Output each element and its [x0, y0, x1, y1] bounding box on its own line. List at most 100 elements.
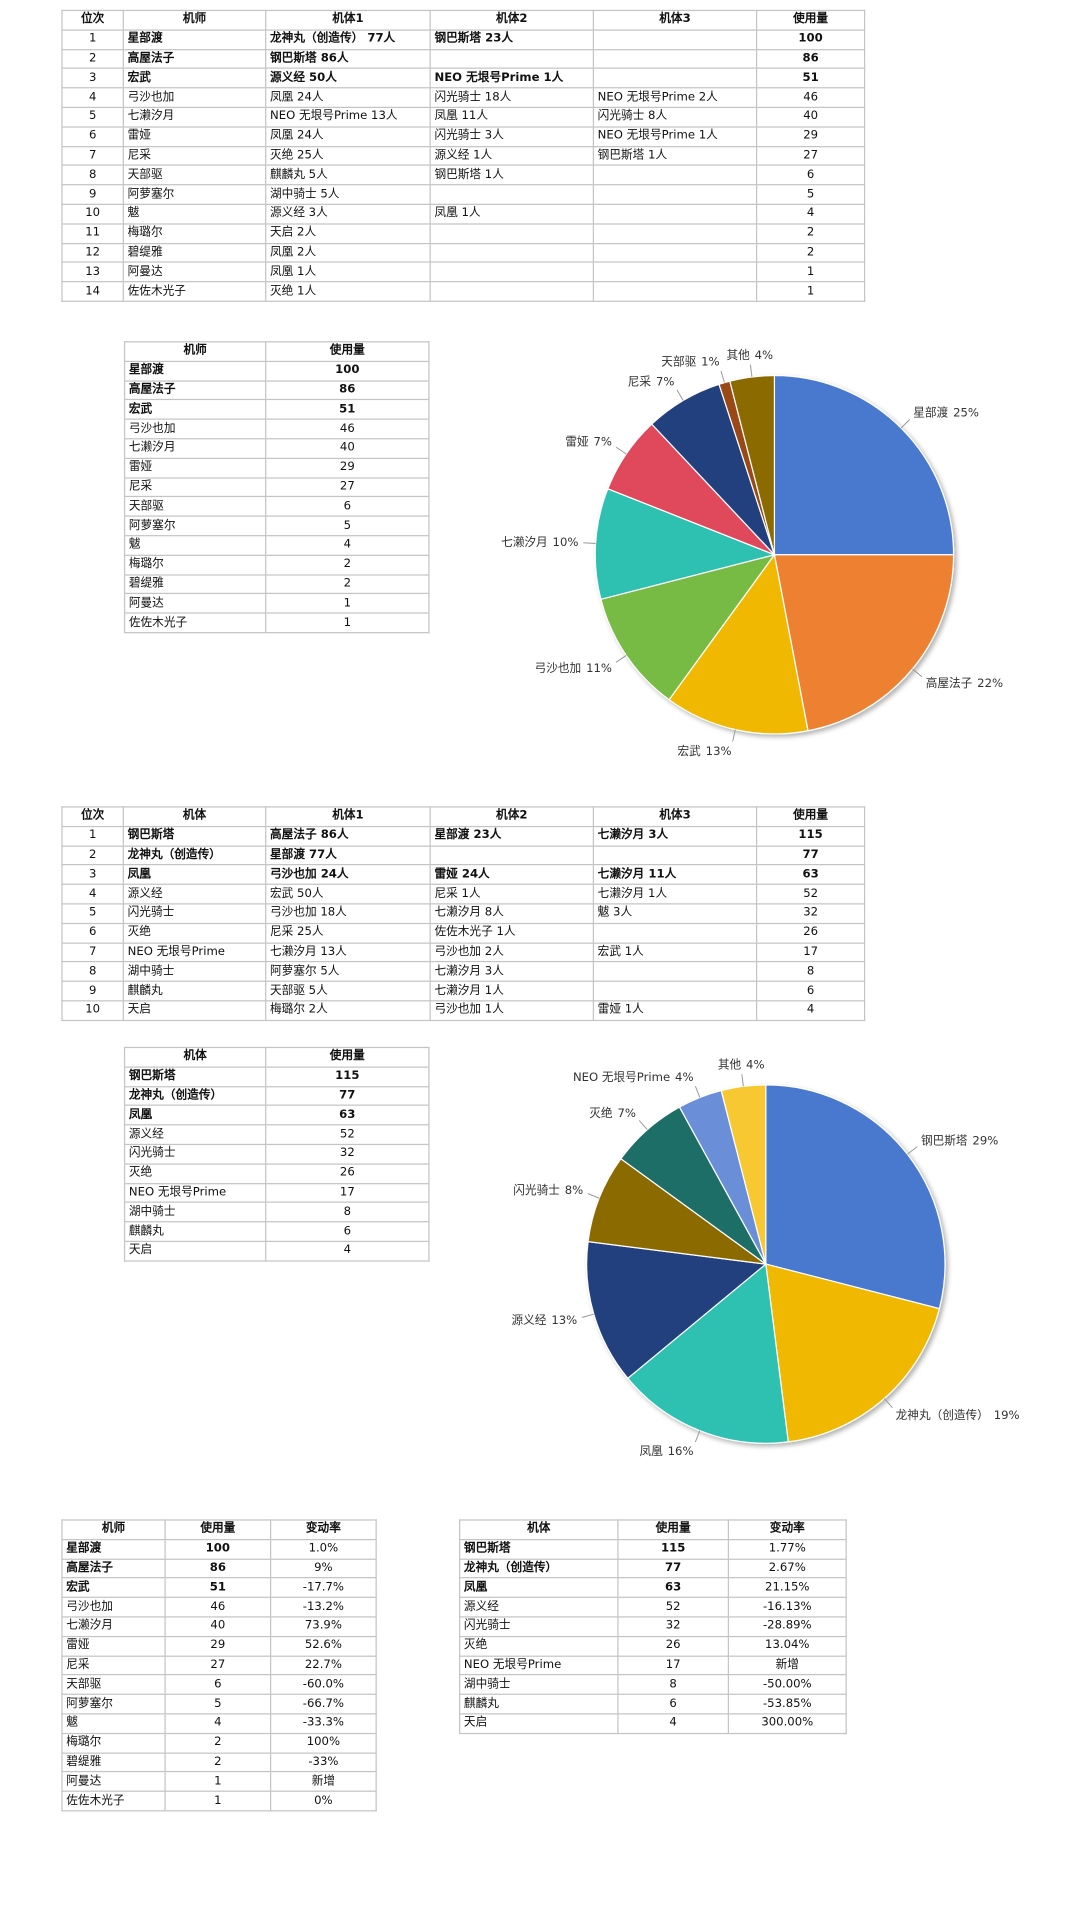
table-cell: 钢巴斯塔 [123, 1066, 267, 1087]
table-cell: 4 [755, 203, 866, 225]
leader-line [720, 370, 725, 383]
table-cell: 湖中骑士 [122, 961, 267, 983]
table-cell: -66.7% [269, 1693, 377, 1715]
slice-value: 4% [675, 1069, 693, 1083]
header-cell: 机体1 [265, 806, 431, 827]
table-cell: 13 [61, 261, 124, 283]
table-cell: 麒麟丸 [458, 1693, 619, 1715]
table-cell: 63 [617, 1577, 729, 1599]
table-row: 星部渡 100 1.0% [61, 1538, 377, 1560]
table-cell: 5 [265, 515, 430, 537]
table-row: 龙神丸（创造传） 77 2.67% [458, 1558, 847, 1579]
table-cell: 6 [617, 1693, 729, 1715]
table-row: 4 源义经 宏武 50人 尼采 1人 七濑汐月 1人 52 [61, 883, 866, 905]
table-cell: NEO 无垠号Prime [123, 1182, 267, 1204]
pie-slice [720, 1084, 767, 1265]
table-cell: 梅璐尔 [61, 1732, 166, 1754]
table-row: 灭绝 26 13.04% [458, 1635, 847, 1657]
table-row: 7 NEO 无垠号Prime 七濑汐月 13人 弓沙也加 2人 宏武 1人 17 [61, 942, 866, 963]
leader-line [638, 1120, 648, 1131]
table-cell [592, 29, 758, 50]
table-cell: 雷娅 [123, 457, 267, 479]
table-row: 弓沙也加 46 [123, 418, 430, 440]
table-row: 闪光骑士 32 [123, 1143, 430, 1165]
table-cell: 4 [265, 535, 430, 556]
table-cell: 尼采 25人 [265, 922, 431, 944]
table-cell: 10 [61, 1000, 124, 1021]
table-cell [592, 980, 758, 1002]
table-row: 3 宏武 源义经 50人 NEO 无垠号Prime 1人 51 [61, 67, 866, 89]
table-cell: 14 [61, 281, 124, 302]
table-cell: 52 [265, 1124, 430, 1146]
table-row: 10 魃源义经 3人 凤凰 1人 4 [61, 203, 866, 225]
slice-name: 高屋法子 [926, 676, 973, 690]
table-cell: 天启 2人 [265, 223, 431, 244]
slice-label: 凤凰 16% [639, 1444, 693, 1458]
table-cell: 6 [61, 922, 124, 944]
pie [594, 374, 955, 735]
leader-line [749, 364, 753, 378]
table-cell: 凤凰 1人 [265, 261, 431, 283]
slice-label: 高屋法子 22% [926, 676, 1003, 690]
table-cell: 雷娅 [61, 1635, 166, 1657]
table-row: 4 弓沙也加 凤凰 24人 闪光骑士 18人 NEO 无垠号Prime 2人 46 [61, 87, 866, 108]
table-cell: 27 [755, 145, 866, 167]
table-cell: 七濑汐月 8人 [429, 903, 594, 924]
table-cell: 2 [164, 1732, 272, 1754]
leader-line [676, 389, 684, 401]
table-cell: 源义经 50人 [265, 67, 431, 89]
table-cell: 弓沙也加 [122, 87, 267, 108]
slice-label: 七濑汐月 10% [501, 535, 578, 549]
slice-value: 8% [565, 1182, 583, 1196]
table-cell: 阿萝塞尔 5人 [265, 961, 431, 983]
table-cell: 天部驱 [123, 496, 267, 517]
table-cell: 灭绝 [123, 1163, 267, 1184]
leader-line [615, 655, 627, 663]
data-table: 机师 使用量 星部渡 100 高屋法子 86 宏武 51 弓沙也加 46 七濑汐月 40 雷娅 29 尼采 2… [123, 341, 430, 634]
table-cell: 源义经 [123, 1124, 267, 1146]
table-cell: 2 [265, 554, 430, 576]
table-row: 10 天启 梅璐尔 2人 弓沙也加 1人 雷娅 1人 4 [61, 1000, 866, 1021]
table-row: 七濑汐月 40 73.9% [61, 1616, 377, 1637]
table-cell: 11 [61, 223, 124, 244]
table-cell: -28.89% [727, 1616, 847, 1637]
table-cell [592, 223, 758, 244]
table-cell: -16.13% [727, 1596, 847, 1618]
table-cell: NEO 无垠号Prime 2人 [592, 87, 758, 108]
table-row: 佐佐木光子 1 [123, 612, 430, 634]
slice-name: 源义经 [512, 1313, 547, 1327]
table-cell: -17.7% [269, 1577, 377, 1599]
table-cell: 2 [265, 573, 430, 595]
table-row: 钢巴斯塔 115 1.77% [458, 1538, 847, 1560]
table-cell: 七濑汐月 11人 [592, 864, 758, 886]
table-row: 阿曼达 1 [123, 593, 430, 614]
slice-label: 宏武 13% [678, 744, 732, 758]
table-cell: 凤凰 11人 [429, 106, 594, 128]
table-cell: 钢巴斯塔 1人 [429, 164, 594, 186]
table-cell: 77 [617, 1558, 729, 1579]
table-cell [429, 48, 594, 70]
slice-name: 凤凰 [639, 1444, 663, 1458]
table-cell: 佐佐木光子 [123, 612, 267, 634]
slice-label: 钢巴斯塔 29% [921, 1133, 998, 1147]
table-cell: 闪光骑士 [458, 1616, 619, 1637]
slice-value: 16% [668, 1444, 694, 1458]
slice-label: 天部驱 1% [661, 354, 719, 368]
table-cell: 2 [61, 845, 124, 866]
table-cell: 湖中骑士 5人 [265, 184, 431, 205]
table-cell: 27 [164, 1655, 272, 1676]
table-cell: 1.77% [727, 1538, 847, 1560]
table-cell: 龙神丸（创造传） [458, 1558, 619, 1579]
table-cell: 高屋法子 [123, 379, 267, 401]
table-cell: 26 [617, 1635, 729, 1657]
table-cell: 凤凰 24人 [265, 126, 431, 147]
table-cell: 钢巴斯塔 [458, 1538, 619, 1560]
table-cell: 魃 3人 [592, 903, 758, 924]
table-row: 宏武 51 -17.7% [61, 1577, 377, 1599]
table-row: 闪光骑士 32 -28.89% [458, 1616, 847, 1637]
slice-label: 龙神丸（创造传） 19% [896, 1408, 1020, 1422]
table-cell: 2 [755, 223, 866, 244]
table-row: 梅璐尔 2 [123, 554, 430, 576]
table-cell: 73.9% [269, 1616, 377, 1637]
